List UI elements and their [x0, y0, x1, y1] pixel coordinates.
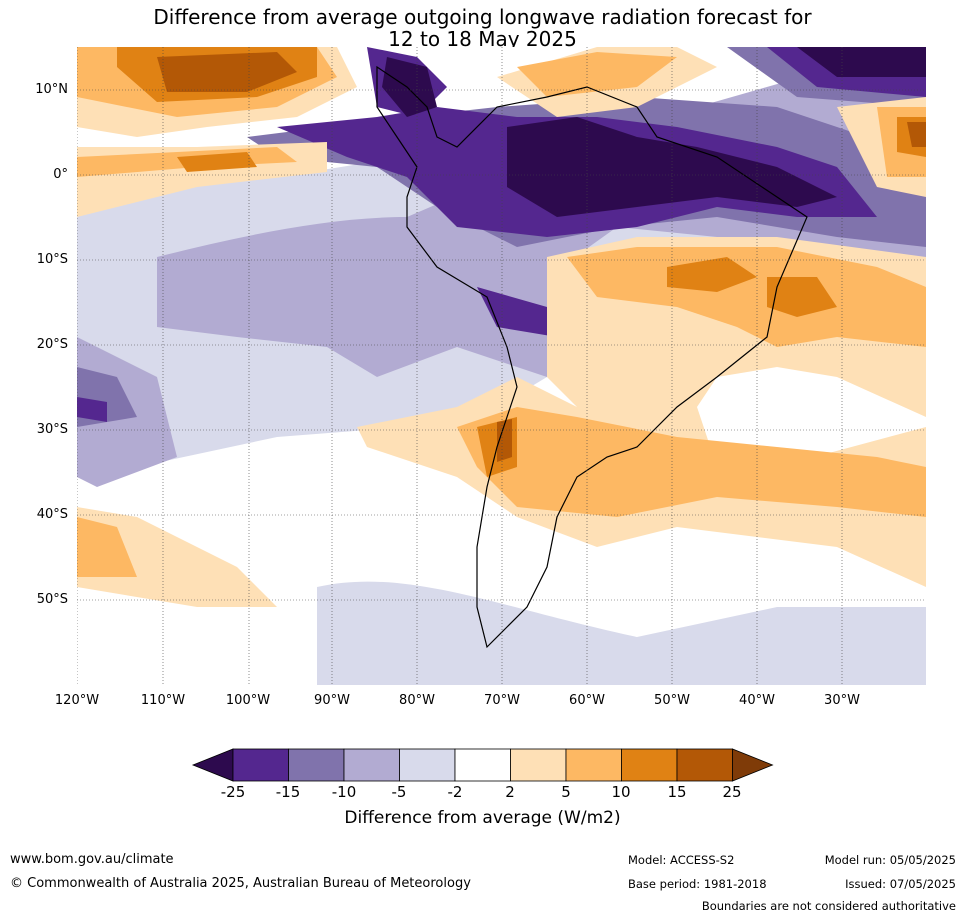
- colorbar-swatch: [510, 748, 567, 782]
- colorbar-swatches: [191, 748, 774, 782]
- lon-label-30w: 30°W: [824, 693, 860, 708]
- colorbar-swatch: [454, 748, 511, 782]
- website-link[interactable]: www.bom.gov.au/climate: [10, 852, 174, 867]
- colorbar-tick-label: 15: [667, 783, 687, 801]
- lat-label-50s: 50°S: [36, 592, 68, 607]
- colorbar-tick-label: -10: [331, 783, 357, 801]
- colorbar-tick-label: 10: [611, 783, 631, 801]
- colorbar: [191, 748, 774, 782]
- colorbar-tick-label: 2: [505, 783, 515, 801]
- lon-label-80w: 80°W: [399, 693, 435, 708]
- anomaly-region-strong-negative: [77, 47, 926, 422]
- olr-anomaly-map: [77, 47, 926, 685]
- lon-label-50w: 50°W: [654, 693, 690, 708]
- map-title-line2: 12 to 18 May 2025: [388, 27, 577, 51]
- colorbar-tick-label: 25: [722, 783, 742, 801]
- lon-label-60w: 60°W: [569, 693, 605, 708]
- lon-label-120w: 120°W: [54, 693, 100, 708]
- disclaimer-text: Boundaries are not considered authoritat…: [701, 899, 956, 913]
- colorbar-swatch: [343, 748, 400, 782]
- colorbar-tick-label: -5: [391, 783, 407, 801]
- south-america-coastline: [376, 65, 808, 649]
- map-title-line1: Difference from average outgoing longwav…: [153, 5, 812, 29]
- colorbar-swatch: [232, 748, 289, 782]
- lon-label-110w: 110°W: [140, 693, 186, 708]
- lon-label-90w: 90°W: [314, 693, 350, 708]
- colorbar-tick-label: -2: [447, 783, 463, 801]
- graticule: [77, 47, 926, 685]
- colorbar-swatch: [565, 748, 622, 782]
- base-period-text: Base period: 1981-2018: [628, 877, 767, 891]
- lon-label-70w: 70°W: [484, 693, 520, 708]
- colorbar-arrow-high: [732, 748, 774, 782]
- colorbar-swatch: [621, 748, 678, 782]
- lat-label-20s: 20°S: [36, 337, 68, 352]
- model-text: Model: ACCESS-S2: [628, 853, 735, 867]
- issued-text: Issued: 07/05/2025: [845, 877, 956, 891]
- lat-label-10n: 10°N: [35, 82, 68, 97]
- lon-label-100w: 100°W: [225, 693, 271, 708]
- anomaly-region-mid-positive: [77, 47, 926, 577]
- colorbar-title: Difference from average (W/m2): [344, 808, 621, 828]
- lat-label-30s: 30°S: [36, 422, 68, 437]
- lat-label-40s: 40°S: [36, 507, 68, 522]
- map-canvas: [77, 47, 926, 685]
- lat-label-10s: 10°S: [36, 252, 68, 267]
- colorbar-tick-label: -15: [275, 783, 301, 801]
- colorbar-swatch: [288, 748, 345, 782]
- colorbar-swatch: [676, 748, 733, 782]
- colorbar-arrow-low: [191, 748, 234, 782]
- model-run-text: Model run: 05/05/2025: [824, 853, 956, 867]
- colorbar-tick-label: -25: [220, 783, 246, 801]
- lat-label-0: 0°: [53, 167, 68, 182]
- colorbar-tick-label: 5: [561, 783, 571, 801]
- lon-label-40w: 40°W: [739, 693, 775, 708]
- anomaly-region-deepest-negative: [382, 47, 926, 217]
- copyright-text: © Commonwealth of Australia 2025, Austra…: [10, 876, 471, 891]
- colorbar-swatch: [399, 748, 456, 782]
